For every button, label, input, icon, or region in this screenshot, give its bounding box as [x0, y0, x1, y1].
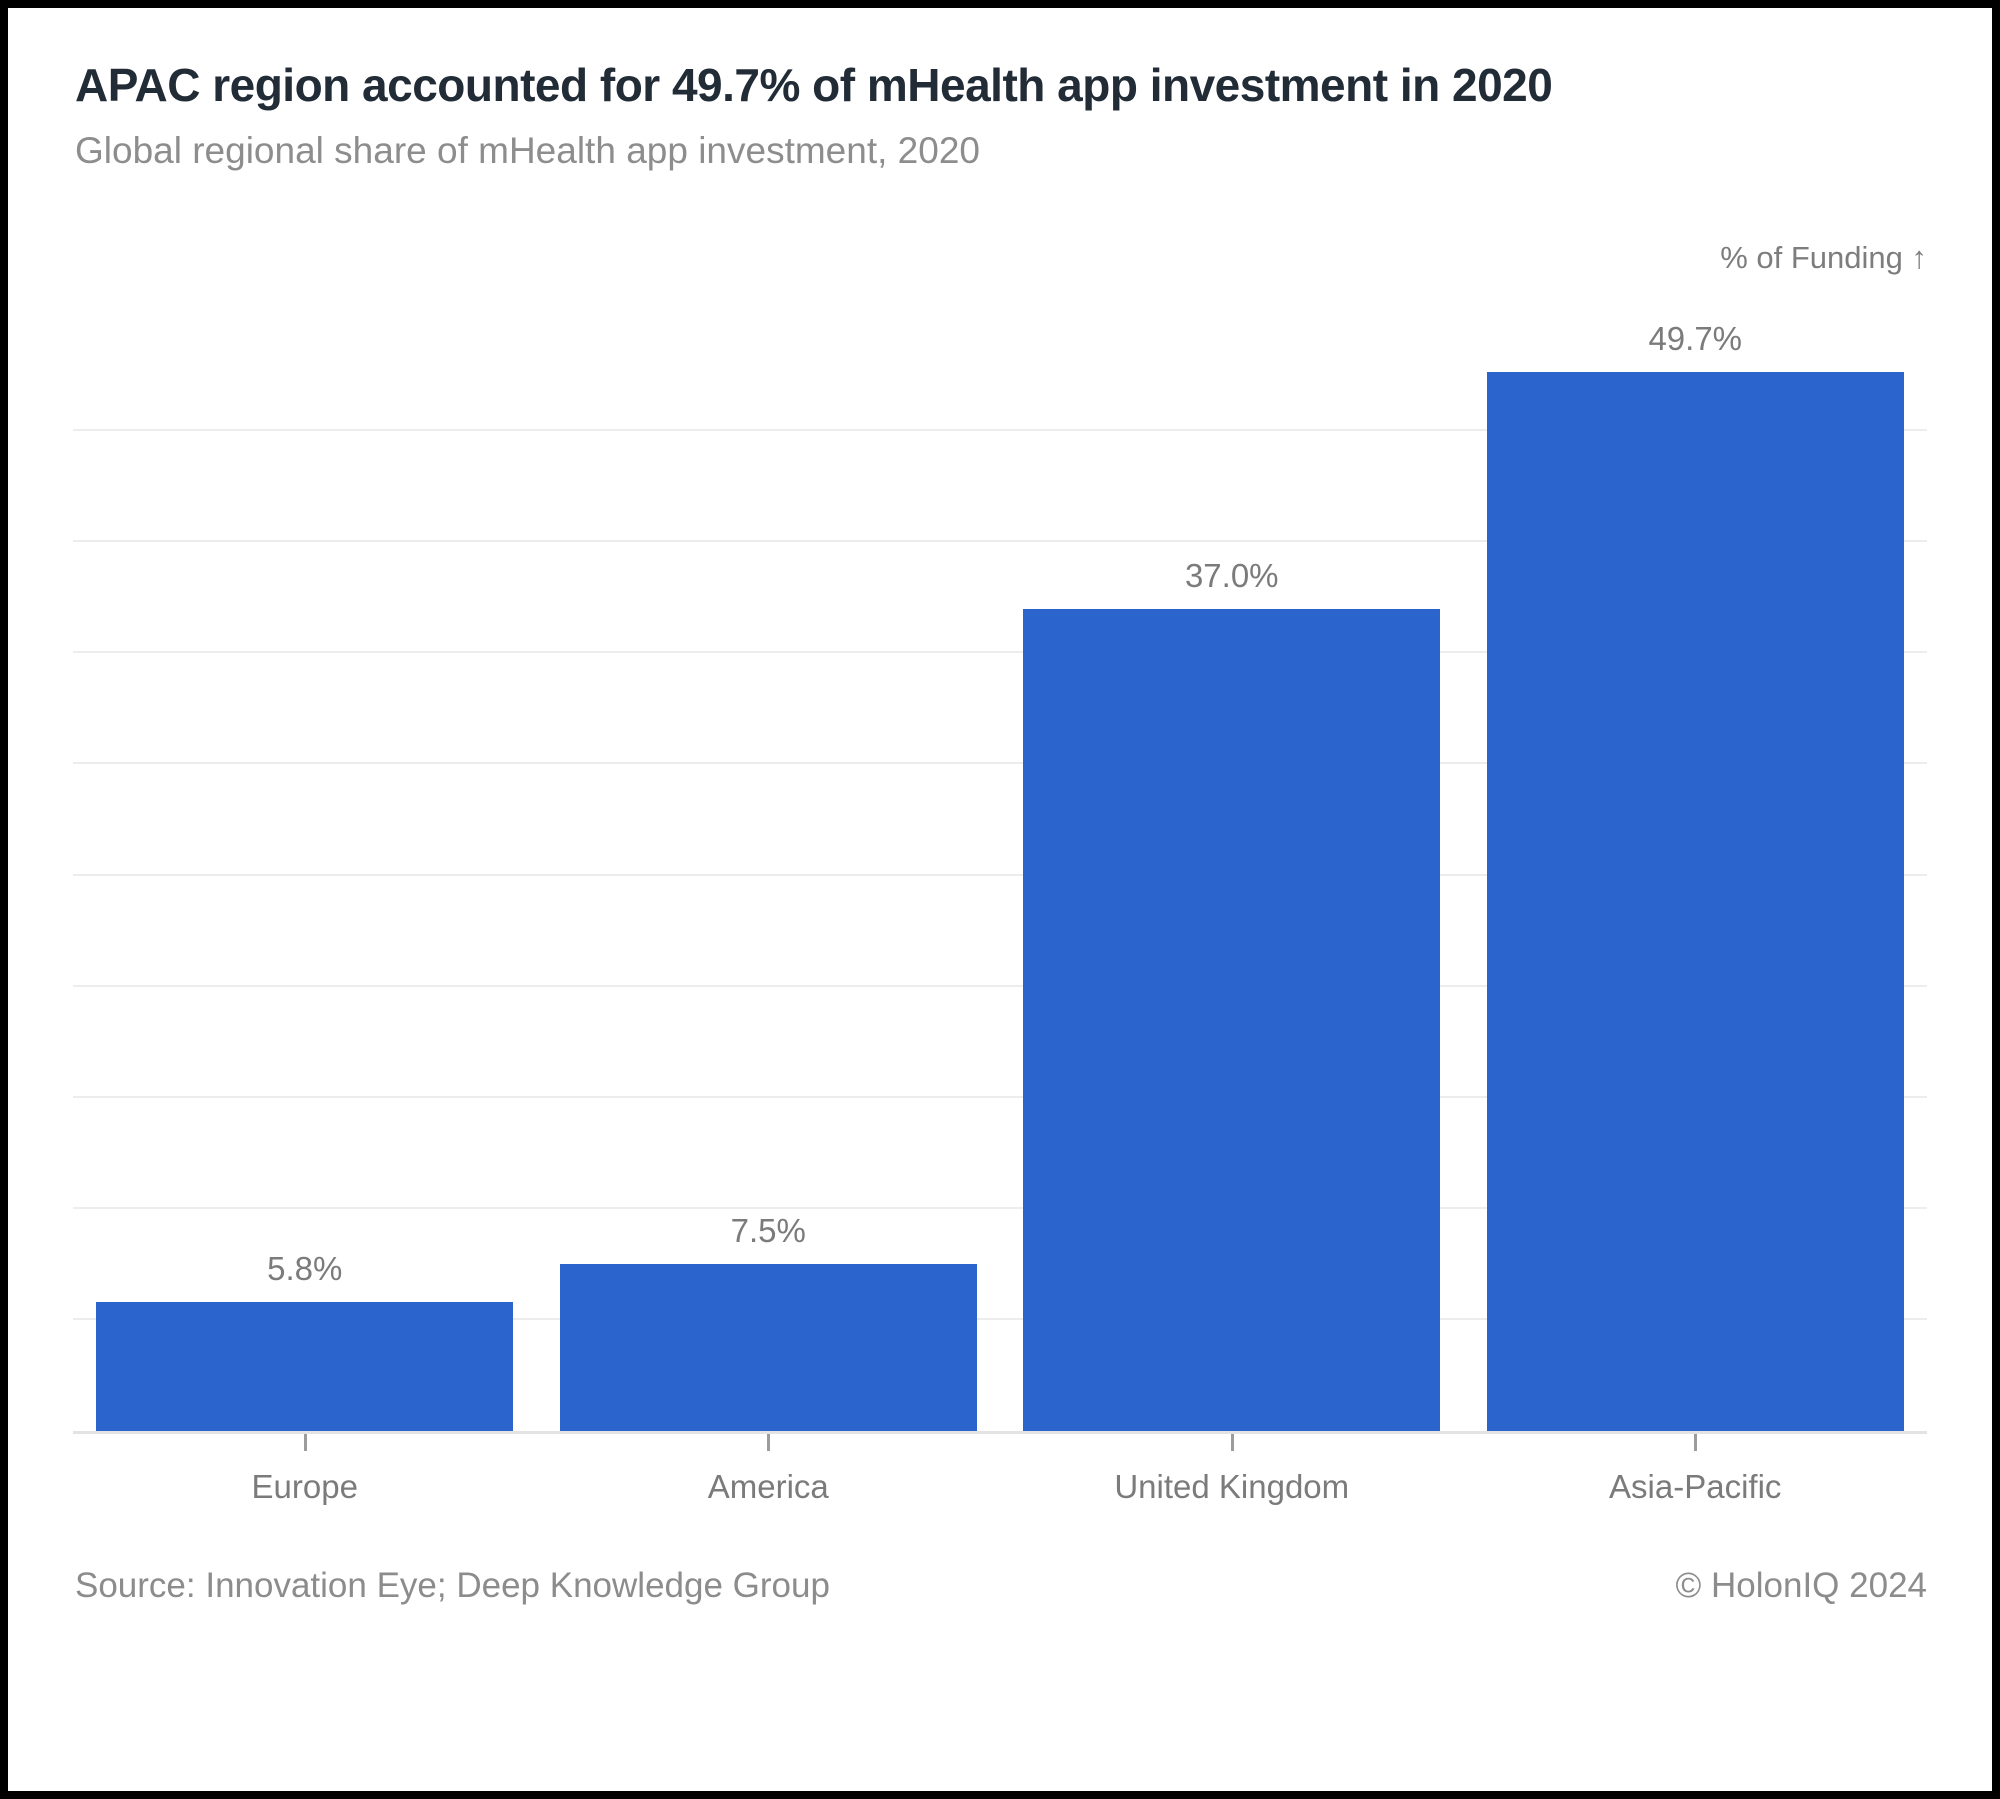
gridline [73, 1317, 1927, 1320]
gridline [73, 540, 1927, 543]
x-axis-label: America [707, 1468, 829, 1505]
bar-value-label: 7.5% [730, 1212, 806, 1250]
x-axis-label: Asia-Pacific [1609, 1468, 1782, 1505]
legend-sort-control[interactable]: % of Funding ↑ [1720, 240, 1927, 275]
bar-value-label: 5.8% [267, 1250, 343, 1288]
bar-value-label: 49.7% [1648, 320, 1743, 357]
bar-column: 5.8% Europe [73, 320, 537, 1505]
copyright-notice: © HolonIQ 2024 [1675, 1566, 1928, 1605]
chart-subtitle: Global regional share of mHealth app inv… [75, 130, 980, 171]
gridline [73, 651, 1927, 654]
plot-area: 5.8% Europe 7.5% America 37.0% United Kingdom… [73, 320, 1928, 1505]
gridline [73, 762, 1927, 765]
x-axis-tick [767, 1434, 771, 1451]
gridline [73, 1095, 1927, 1098]
gridline [73, 873, 1927, 876]
gridline [73, 1206, 1927, 1209]
chart-card: APAC region accounted for 49.7% of mHeal… [8, 8, 1992, 1791]
x-axis-tick [303, 1434, 307, 1451]
x-axis-tick [1694, 1434, 1698, 1451]
gridline [73, 429, 1927, 432]
x-axis-label: United Kingdom [1114, 1468, 1350, 1505]
bar-column: 49.7% Asia-Pacific [1464, 320, 1928, 1505]
bar-column: 7.5% America [537, 320, 1001, 1505]
bar-europe[interactable] [96, 1302, 514, 1431]
x-axis-label: Europe [251, 1468, 358, 1505]
x-axis-tick [1230, 1434, 1234, 1451]
bar-column: 37.0% United Kingdom [1000, 320, 1464, 1505]
source-attribution: Source: Innovation Eye; Deep Knowledge G… [75, 1566, 830, 1605]
bar-united-kingdom[interactable] [1023, 608, 1441, 1431]
bar-value-label: 37.0% [1184, 556, 1279, 594]
chart-title: APAC region accounted for 49.7% of mHeal… [75, 59, 1553, 111]
bar-america[interactable] [559, 1264, 977, 1431]
bar-asia-pacific[interactable] [1486, 372, 1904, 1431]
gridline [73, 984, 1927, 987]
